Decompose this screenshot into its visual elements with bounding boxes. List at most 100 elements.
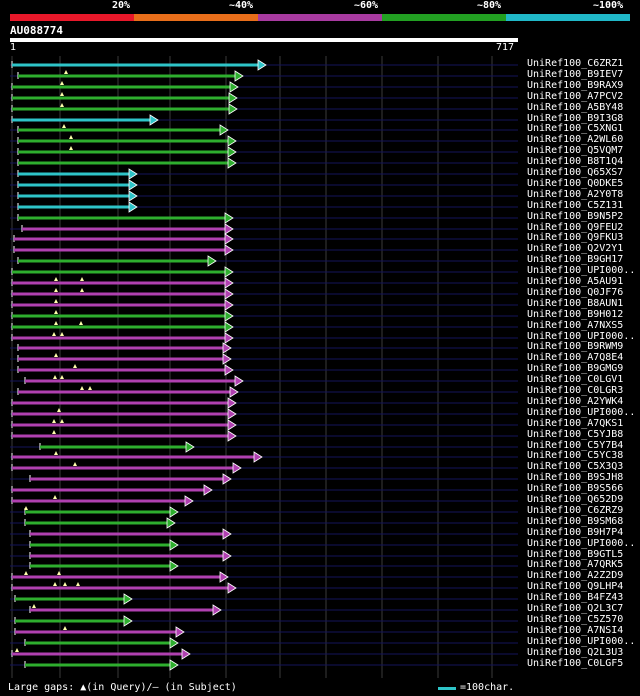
- hit-arrow-head: [224, 223, 234, 235]
- hit-arrow-head: [219, 571, 229, 583]
- query-bar: [10, 38, 518, 42]
- hit-arrow-head: [175, 626, 185, 638]
- hit-label[interactable]: UniRef100_C6ZRZ1: [527, 58, 624, 69]
- query-gap-marker: [73, 462, 77, 466]
- hit-label[interactable]: UniRef100_C5YJB8: [527, 429, 624, 440]
- hit-label[interactable]: UniRef100_C0LGR3: [527, 385, 624, 396]
- query-gap-marker: [52, 419, 56, 423]
- query-gap-marker: [69, 135, 73, 139]
- hit-arrow-head: [224, 288, 234, 300]
- hit-bar: [18, 390, 232, 394]
- hit-label[interactable]: UniRef100_Q2L3C7: [527, 603, 624, 614]
- hit-bar: [12, 281, 227, 285]
- hit-label[interactable]: UniRef100_Q2V2Y1: [527, 243, 624, 254]
- hit-label[interactable]: UniRef100_Q0DKE5: [527, 178, 624, 189]
- query-gap-marker: [69, 146, 73, 150]
- hit-arrow-head: [222, 473, 232, 485]
- hit-arrow-head: [128, 190, 138, 202]
- hit-arrow-head: [185, 441, 195, 453]
- hit-label[interactable]: UniRef100_B8T1Q4: [527, 156, 624, 167]
- hit-label[interactable]: UniRef100_A2WL60: [527, 134, 624, 145]
- hit-arrow-head: [234, 375, 244, 387]
- hit-label[interactable]: UniRef100_Q9LHP4: [527, 581, 624, 592]
- hit-label[interactable]: UniRef100_C5Z131: [527, 200, 624, 211]
- hit-label[interactable]: UniRef100_B9RWM9: [527, 341, 624, 352]
- hit-label[interactable]: UniRef100_A7QRK5: [527, 559, 624, 570]
- hit-arrow-head: [227, 430, 237, 442]
- query-gap-marker: [80, 386, 84, 390]
- hit-arrow-head: [232, 462, 242, 474]
- query-gap-marker: [54, 288, 58, 292]
- hit-label[interactable]: UniRef100_UPI000..: [527, 407, 636, 418]
- hit-bar: [30, 608, 215, 612]
- hit-bar: [14, 237, 227, 241]
- query-gap-marker: [54, 353, 58, 357]
- hit-label[interactable]: UniRef100_Q0JF76: [527, 287, 624, 298]
- hit-bar: [12, 586, 230, 590]
- hit-label[interactable]: UniRef100_A5AU91: [527, 276, 624, 287]
- hit-label[interactable]: UniRef100_A7PCV2: [527, 91, 624, 102]
- hit-label[interactable]: UniRef100_Q652D9: [527, 494, 624, 505]
- hit-bar: [12, 488, 206, 492]
- hit-label[interactable]: UniRef100_A7NXS5: [527, 320, 624, 331]
- hit-label[interactable]: UniRef100_C5X3Q3: [527, 461, 624, 472]
- hit-label[interactable]: UniRef100_B9RAX9: [527, 80, 624, 91]
- hit-label[interactable]: UniRef100_B9IEV7: [527, 69, 624, 80]
- hit-label[interactable]: UniRef100_C5XNG1: [527, 123, 624, 134]
- hit-label[interactable]: UniRef100_A2Y0T8: [527, 189, 624, 200]
- query-gap-marker: [88, 386, 92, 390]
- hit-label[interactable]: UniRef100_UPI000..: [527, 538, 636, 549]
- hit-label[interactable]: UniRef100_B9N5P2: [527, 211, 624, 222]
- legend-label-100: ~100%: [593, 0, 624, 11]
- hit-label[interactable]: UniRef100_Q2L3U3: [527, 647, 624, 658]
- hit-label[interactable]: UniRef100_A7NSI4: [527, 625, 624, 636]
- hit-arrow-head: [222, 342, 232, 354]
- hit-label[interactable]: UniRef100_A2Z2D9: [527, 570, 624, 581]
- hit-bar: [12, 96, 231, 100]
- color-bar-purple: [258, 14, 382, 21]
- hit-label[interactable]: UniRef100_C5YC38: [527, 450, 624, 461]
- hit-label[interactable]: UniRef100_A7QKS1: [527, 418, 624, 429]
- query-gap-marker: [32, 604, 36, 608]
- hit-label[interactable]: UniRef100_A7Q8E4: [527, 352, 624, 363]
- hit-arrow-head: [149, 114, 159, 126]
- hit-label[interactable]: UniRef100_Q65XS7: [527, 167, 624, 178]
- hit-label[interactable]: UniRef100_B9GH17: [527, 254, 624, 265]
- hit-label[interactable]: UniRef100_B9H7P4: [527, 527, 624, 538]
- hit-arrow-head: [181, 648, 191, 660]
- hit-label[interactable]: UniRef100_B9I3G8: [527, 113, 624, 124]
- hit-label[interactable]: UniRef100_C6ZRZ9: [527, 505, 624, 516]
- hit-arrow-head: [228, 92, 238, 104]
- query-gap-marker: [24, 506, 28, 510]
- query-gap-marker: [62, 124, 66, 128]
- hit-bar: [12, 434, 230, 438]
- hit-label[interactable]: UniRef100_B9S566: [527, 483, 624, 494]
- hit-arrow-head: [224, 364, 234, 376]
- hit-label[interactable]: UniRef100_A5BY48: [527, 102, 624, 113]
- hit-label[interactable]: UniRef100_UPI000..: [527, 265, 636, 276]
- hit-arrow-head: [228, 103, 238, 115]
- hit-bar: [15, 597, 126, 601]
- hit-label[interactable]: UniRef100_C0LGV1: [527, 374, 624, 385]
- hit-label[interactable]: UniRef100_B9SJH8: [527, 472, 624, 483]
- hit-label[interactable]: UniRef100_B9H012: [527, 309, 624, 320]
- hit-label[interactable]: UniRef100_Q9FEU2: [527, 222, 624, 233]
- hit-label[interactable]: UniRef100_UPI000..: [527, 636, 636, 647]
- hit-label[interactable]: UniRef100_Q9FKU3: [527, 232, 624, 243]
- hit-label[interactable]: UniRef100_UPI000..: [527, 331, 636, 342]
- hit-bar: [12, 336, 227, 340]
- hit-label[interactable]: UniRef100_C5Z570: [527, 614, 624, 625]
- hit-label[interactable]: UniRef100_B8AUN1: [527, 298, 624, 309]
- hit-bar: [30, 477, 225, 481]
- hit-label[interactable]: UniRef100_A2YWK4: [527, 396, 624, 407]
- hit-label[interactable]: UniRef100_B9SM68: [527, 516, 624, 527]
- hit-label[interactable]: UniRef100_B9GMG9: [527, 363, 624, 374]
- hit-label[interactable]: UniRef100_B4FZ43: [527, 592, 624, 603]
- hit-arrow-head: [222, 528, 232, 540]
- hit-label[interactable]: UniRef100_C0LGF5: [527, 658, 624, 669]
- hit-label[interactable]: UniRef100_Q5VQM7: [527, 145, 624, 156]
- hit-label[interactable]: UniRef100_B9GTL5: [527, 549, 624, 560]
- hit-label[interactable]: UniRef100_C5Y7B4: [527, 440, 624, 451]
- hit-bar: [18, 128, 222, 132]
